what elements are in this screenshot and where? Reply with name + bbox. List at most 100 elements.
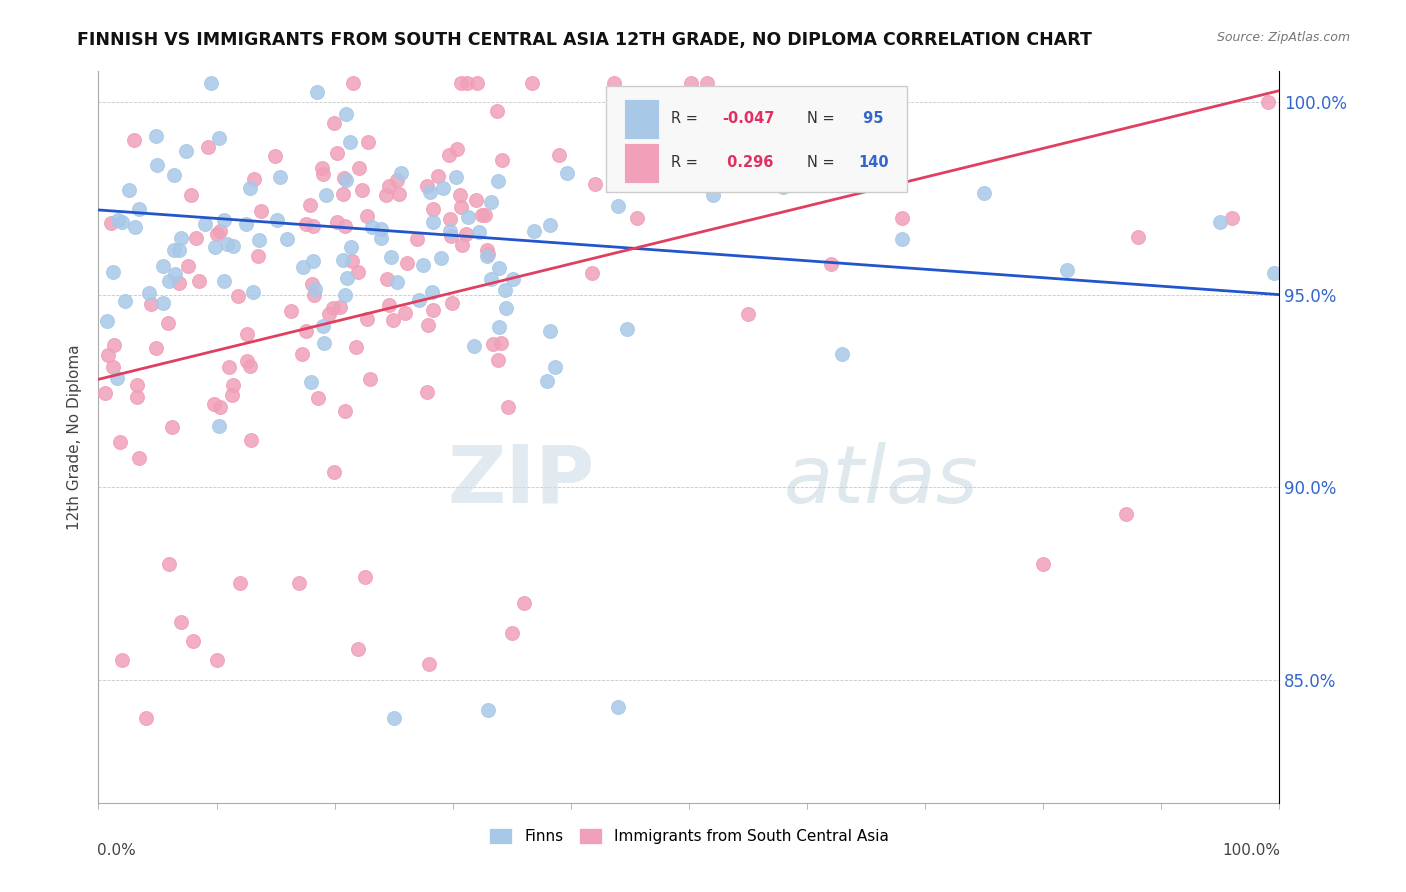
Point <box>163 168 186 182</box>
Point <box>465 76 488 90</box>
Point <box>204 397 226 411</box>
Point <box>114 293 136 308</box>
Point <box>1126 230 1149 244</box>
Bar <box>624 99 659 139</box>
Point <box>481 195 503 210</box>
Point <box>323 116 346 130</box>
Point <box>1115 507 1137 521</box>
Point <box>269 170 291 185</box>
Point <box>370 231 392 245</box>
Point <box>145 158 167 172</box>
Point <box>349 161 371 175</box>
Point <box>385 275 408 289</box>
Point <box>200 76 222 90</box>
Point <box>247 234 270 248</box>
Point <box>440 229 463 244</box>
Point <box>354 570 377 584</box>
Point <box>772 180 794 194</box>
Point <box>107 212 129 227</box>
Point <box>512 596 534 610</box>
Point <box>108 435 131 450</box>
Text: 0.0%: 0.0% <box>97 843 136 858</box>
Y-axis label: 12th Grade, No Diploma: 12th Grade, No Diploma <box>67 344 83 530</box>
Point <box>128 451 150 466</box>
Point <box>606 102 628 116</box>
Point <box>422 215 444 229</box>
Point <box>1263 267 1285 281</box>
Text: R =: R = <box>671 155 703 170</box>
Point <box>495 301 517 315</box>
Text: atlas: atlas <box>783 442 979 520</box>
Point <box>336 270 359 285</box>
Point <box>696 76 718 90</box>
Point <box>127 390 149 404</box>
Point <box>479 272 502 286</box>
Point <box>496 400 519 414</box>
Point <box>299 376 322 390</box>
Point <box>488 320 510 334</box>
Text: N =: N = <box>807 155 839 170</box>
Point <box>152 259 174 273</box>
Point <box>157 557 180 571</box>
Point <box>162 243 184 257</box>
Point <box>315 188 337 202</box>
Point <box>548 147 571 161</box>
Point <box>481 337 503 351</box>
Point <box>361 219 384 234</box>
Point <box>381 313 404 327</box>
Point <box>333 219 356 234</box>
Point <box>607 699 630 714</box>
Point <box>616 322 638 336</box>
Point <box>100 216 122 230</box>
Point <box>389 166 412 180</box>
Point <box>160 420 183 434</box>
Point <box>157 316 180 330</box>
Point <box>488 261 510 276</box>
Text: -0.047: -0.047 <box>723 112 775 127</box>
Point <box>494 283 516 297</box>
Point <box>340 240 363 254</box>
Point <box>536 374 558 388</box>
Point <box>326 145 349 160</box>
Point <box>101 265 124 279</box>
Point <box>463 339 485 353</box>
Point <box>340 254 363 268</box>
Point <box>544 360 567 375</box>
Point <box>250 204 273 219</box>
Point <box>163 267 186 281</box>
Point <box>186 231 208 245</box>
Point <box>208 419 231 434</box>
Point <box>820 257 842 271</box>
Point <box>471 208 494 222</box>
Point <box>378 298 401 312</box>
Point <box>1220 211 1243 225</box>
Point <box>342 76 364 90</box>
Point <box>439 147 461 161</box>
Point <box>831 347 853 361</box>
Point <box>242 285 264 299</box>
Point <box>973 186 995 201</box>
Point <box>214 274 236 288</box>
Point <box>485 103 508 118</box>
Point <box>607 199 630 213</box>
Point <box>128 202 150 216</box>
Text: Source: ZipAtlas.com: Source: ZipAtlas.com <box>1216 31 1350 45</box>
Point <box>266 212 288 227</box>
Point <box>323 465 346 479</box>
Point <box>347 265 370 279</box>
Point <box>170 615 193 629</box>
Point <box>204 240 226 254</box>
Point <box>236 326 259 341</box>
Point <box>288 576 311 591</box>
Point <box>96 314 118 328</box>
Point <box>456 227 478 242</box>
Point <box>242 171 264 186</box>
Point <box>475 243 498 257</box>
Point <box>356 209 378 223</box>
Point <box>416 384 439 399</box>
Point <box>657 161 679 175</box>
Point <box>502 272 524 286</box>
Point <box>307 391 329 405</box>
Point <box>555 166 578 180</box>
Point <box>170 231 193 245</box>
